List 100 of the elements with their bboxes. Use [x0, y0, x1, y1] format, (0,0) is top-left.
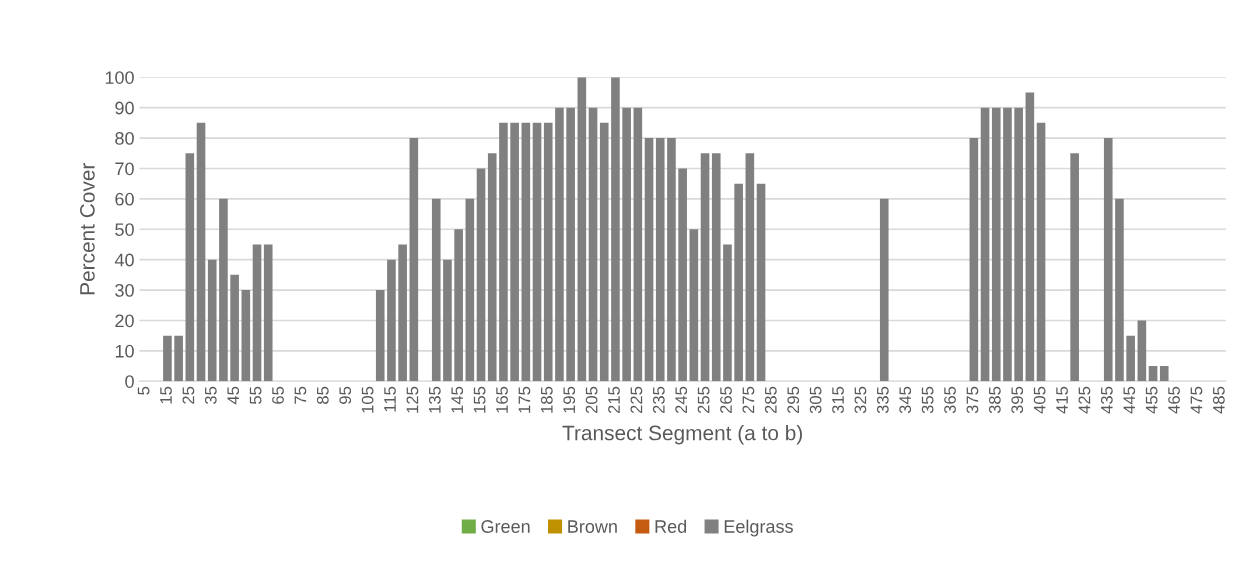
- x-tick-label: 455: [1145, 386, 1158, 414]
- bar: [219, 198, 228, 382]
- bar: [577, 77, 587, 382]
- x-tick-label: 475: [1190, 386, 1203, 414]
- y-tick-label: 10: [115, 344, 134, 358]
- bar: [487, 153, 497, 382]
- x-tick-label: 55: [249, 386, 262, 404]
- bar: [476, 168, 486, 382]
- x-tick-label: 45: [227, 386, 240, 405]
- x-tick-label: 265: [720, 386, 732, 414]
- bar: [499, 122, 508, 382]
- bar: [252, 244, 262, 382]
- bar: [644, 138, 654, 382]
- x-tick-label: 465: [1168, 386, 1180, 414]
- legend-label: Eelgrass: [724, 519, 793, 537]
- x-tick-label: 305: [809, 386, 822, 414]
- bar: [655, 138, 665, 382]
- bar: [969, 138, 979, 382]
- bar: [185, 153, 195, 382]
- bar: [1137, 320, 1147, 382]
- x-tick-label: 415: [1056, 386, 1068, 414]
- x-tick-label: 375: [966, 386, 979, 414]
- y-tick-label: 20: [115, 314, 134, 328]
- bar: [375, 290, 385, 382]
- bar: [1070, 153, 1079, 382]
- bar: [543, 122, 553, 382]
- bar: [409, 138, 419, 382]
- y-tick-label: 0: [125, 375, 134, 388]
- y-tick-label: 90: [115, 101, 134, 115]
- x-tick-label: 245: [675, 386, 688, 414]
- bar: [510, 122, 519, 382]
- bar: [1036, 122, 1046, 382]
- x-tick-label: 325: [854, 386, 867, 414]
- bar: [454, 229, 463, 382]
- bar: [1025, 92, 1035, 382]
- bar: [207, 259, 217, 382]
- bar: [667, 138, 676, 382]
- x-tick-label: 15: [160, 386, 172, 404]
- bar: [756, 183, 766, 382]
- x-tick-label: 285: [764, 386, 777, 414]
- x-tick-label: 35: [204, 386, 217, 405]
- x-tick-label: 395: [1011, 386, 1024, 414]
- legend-label: Green: [481, 520, 530, 533]
- x-axis-title: Transect Segment (a to b): [562, 425, 802, 445]
- bar: [588, 107, 598, 382]
- bar: [521, 122, 531, 382]
- bar: [431, 198, 441, 382]
- bar: [163, 335, 172, 382]
- y-tick-label: 100: [105, 71, 134, 84]
- y-tick-label: 40: [114, 253, 134, 267]
- bar: [1103, 138, 1113, 382]
- x-tick-label: 95: [339, 386, 352, 404]
- x-tick-label: 445: [1123, 386, 1136, 414]
- y-tick-label: 80: [115, 132, 134, 145]
- x-tick-label: 185: [540, 386, 553, 413]
- x-tick-label: 345: [899, 386, 912, 414]
- bar: [723, 244, 732, 382]
- x-tick-label: 195: [563, 386, 576, 413]
- legend-label: Brown: [568, 520, 617, 533]
- bar: [1159, 366, 1169, 382]
- x-tick-label: 25: [182, 386, 195, 404]
- bar: [263, 244, 273, 382]
- bar: [633, 107, 643, 382]
- bar: [1115, 198, 1124, 382]
- bar: [879, 198, 889, 382]
- bar: [1014, 107, 1023, 382]
- x-tick-label: 275: [742, 386, 755, 414]
- bar: [465, 198, 475, 382]
- x-tick-label: 125: [406, 386, 419, 413]
- bar: [566, 107, 575, 382]
- x-tick-label: 365: [944, 386, 956, 414]
- x-tick-label: 205: [585, 386, 598, 414]
- bar: [700, 153, 710, 382]
- bar: [745, 153, 755, 382]
- x-tick-label: 105: [361, 386, 374, 413]
- x-tick-label: 235: [652, 386, 665, 414]
- x-tick-label: 425: [1078, 386, 1091, 414]
- x-tick-label: 145: [451, 386, 464, 413]
- x-tick-label: 115: [384, 386, 396, 412]
- x-tick-label: 85: [316, 386, 329, 404]
- x-tick-label: 65: [272, 386, 284, 404]
- bar: [711, 153, 721, 382]
- x-tick-label: 135: [428, 386, 441, 413]
- bar: [611, 77, 620, 382]
- bar: [678, 168, 687, 382]
- bar: [555, 107, 564, 382]
- bar: [387, 259, 396, 382]
- bar: [532, 122, 542, 382]
- bar: [1003, 107, 1012, 382]
- x-tick-label: 485: [1212, 386, 1225, 414]
- bar: [398, 244, 407, 382]
- bar: [230, 274, 239, 382]
- y-axis-title: Percent Cover: [80, 163, 95, 295]
- bar: [443, 259, 452, 382]
- x-tick-label: 355: [921, 386, 934, 414]
- bar: [734, 183, 743, 382]
- x-tick-label: 315: [832, 386, 844, 414]
- x-tick-label: 435: [1100, 386, 1113, 414]
- y-tick-label: 50: [115, 223, 134, 236]
- bar: [599, 122, 609, 382]
